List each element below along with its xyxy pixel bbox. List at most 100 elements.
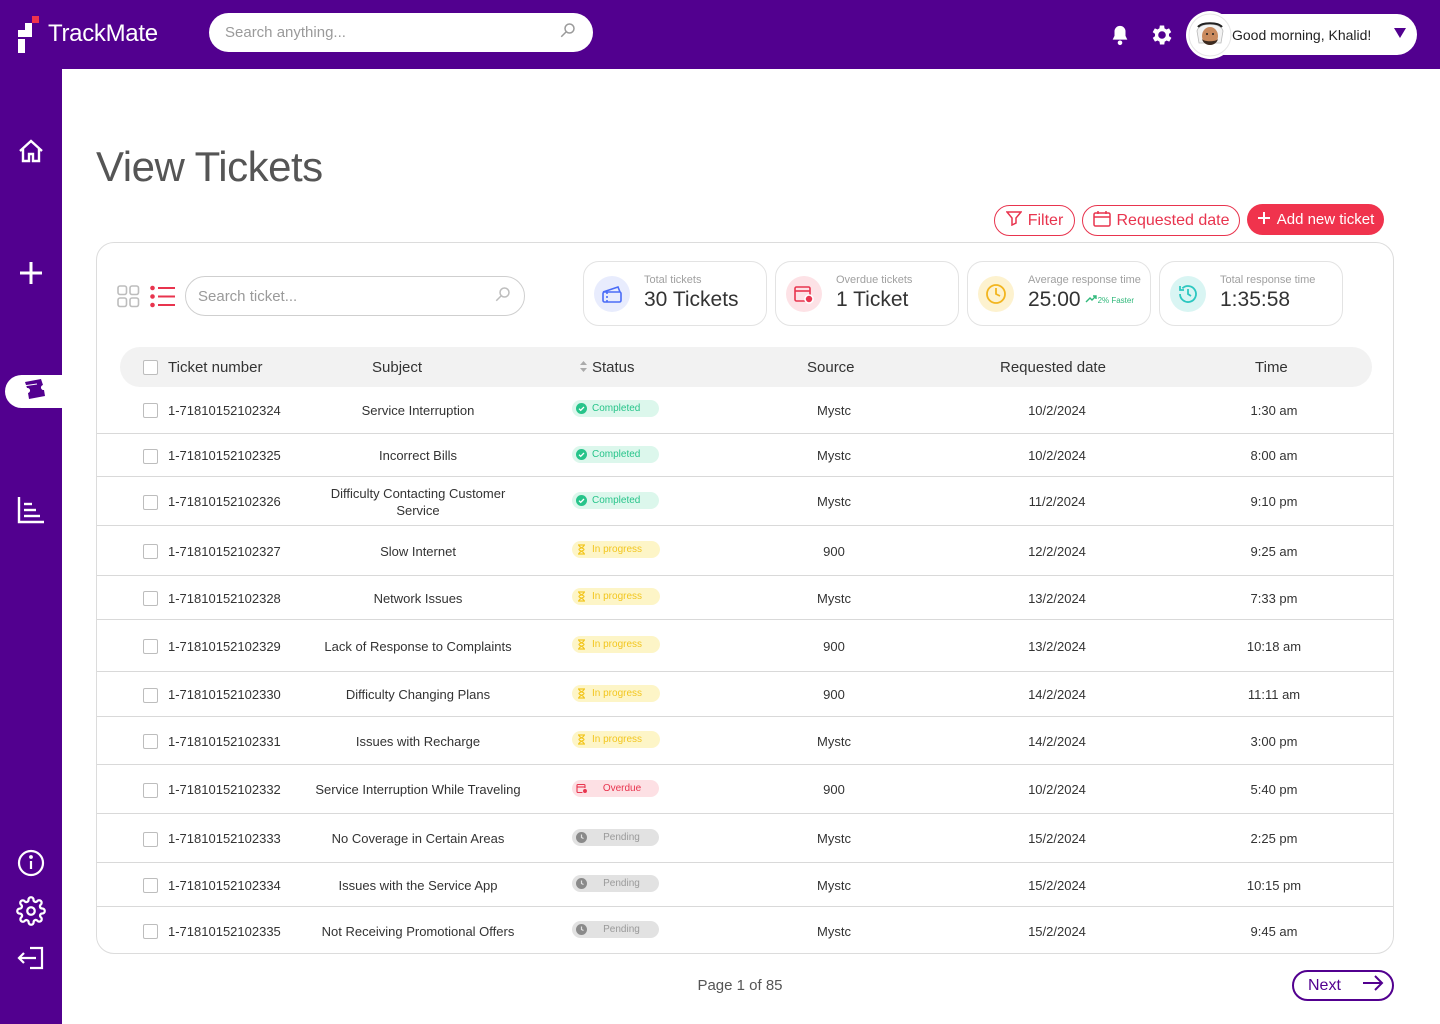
- sidebar-item-logout[interactable]: [0, 945, 62, 975]
- gear-icon[interactable]: [1148, 21, 1176, 49]
- time: 10:15 pm: [1246, 877, 1302, 893]
- col-ticket-number[interactable]: Ticket number: [168, 358, 263, 376]
- col-subject[interactable]: Subject: [372, 358, 423, 376]
- source: Mystc: [817, 590, 851, 606]
- stat-label: Overdue tickets: [836, 274, 913, 286]
- plus-icon: [1257, 211, 1271, 229]
- subject: Difficulty Changing Plans: [345, 687, 491, 702]
- row-checkbox[interactable]: [143, 448, 158, 464]
- add-new-ticket-button[interactable]: Add new ticket: [1247, 204, 1384, 235]
- source: Mystc: [817, 494, 851, 509]
- row-checkbox[interactable]: [143, 639, 158, 654]
- row-checkbox[interactable]: [143, 782, 158, 798]
- row-checkbox[interactable]: [143, 831, 158, 847]
- sidebar: [0, 69, 62, 1024]
- table-row[interactable]: 1-71810152102329 Lack of Response to Comp…: [97, 619, 1393, 671]
- subject: Service Interruption: [361, 402, 475, 418]
- row-checkbox[interactable]: [143, 403, 158, 418]
- col-source[interactable]: Source: [807, 358, 855, 376]
- table-row[interactable]: 1-71810152102324 Service Interruption Myst…: [97, 387, 1393, 433]
- row-checkbox[interactable]: [143, 494, 158, 510]
- page-title: View Tickets: [96, 143, 323, 190]
- table-row[interactable]: 1-71810152102335 Not Receiving Promotiona…: [97, 906, 1393, 953]
- sidebar-item-info[interactable]: [0, 849, 62, 879]
- table-row[interactable]: 1-71810152102328 Network Issues Mystc 13/2/…: [97, 575, 1393, 619]
- subject: Issues with Recharge: [355, 733, 481, 749]
- table-row[interactable]: 1-71810152102330 Difficulty Changing Plan…: [97, 671, 1393, 716]
- sidebar-item-tickets[interactable]: [5, 375, 62, 408]
- filter-icon: [1005, 210, 1023, 231]
- row-checkbox[interactable]: [143, 687, 158, 703]
- global-search[interactable]: [209, 13, 593, 52]
- source: 900: [823, 687, 845, 702]
- status-label: In progress: [592, 544, 643, 555]
- stat-value: 25:00: [1028, 288, 1081, 311]
- filter-label: Filter: [1027, 211, 1064, 229]
- clock-icon: [978, 275, 1014, 312]
- ticket-search[interactable]: [185, 276, 525, 316]
- table-row[interactable]: 1-71810152102331 Issues with Recharge Myst…: [97, 716, 1393, 764]
- table-row[interactable]: 1-71810152102334 Issues with the Service …: [97, 862, 1393, 906]
- status-badge: Pending: [572, 875, 659, 892]
- chevron-down-icon[interactable]: [1393, 26, 1407, 44]
- sidebar-item-add[interactable]: [0, 261, 62, 289]
- next-page-button[interactable]: Next: [1292, 970, 1394, 1001]
- grid-view-icon[interactable]: [117, 285, 140, 313]
- filter-button[interactable]: Filter: [994, 205, 1075, 236]
- table-row[interactable]: 1-71810152102333 No Coverage in Certain A…: [97, 813, 1393, 862]
- ticket-number: 1-71810152102332: [168, 782, 281, 797]
- table-header: Ticket number Subject Status Source Requ…: [120, 347, 1372, 387]
- stat-average-response: Average response time 25:00 2% Faster: [967, 261, 1151, 326]
- time: 10:18 am: [1246, 638, 1302, 654]
- user-menu[interactable]: Good morning, Khalid!: [1186, 10, 1417, 59]
- global-search-input[interactable]: [225, 24, 559, 41]
- ticket-icon: [594, 275, 630, 312]
- row-checkbox[interactable]: [143, 591, 158, 606]
- status-label: In progress: [592, 687, 643, 699]
- calendar-alert-icon: [786, 275, 822, 312]
- status-label: In progress: [592, 591, 643, 602]
- stat-value: 30 Tickets: [644, 288, 739, 311]
- row-checkbox[interactable]: [143, 544, 158, 559]
- top-bar: TrackMate Good morning, Khalid!: [0, 0, 1440, 69]
- history-icon: [1170, 275, 1206, 312]
- row-checkbox[interactable]: [143, 878, 158, 893]
- page-indicator: Page 1 of 85: [697, 977, 783, 994]
- status-badge: In progress: [572, 588, 660, 605]
- settings-icon: [16, 895, 46, 931]
- source: Mystc: [817, 402, 851, 418]
- search-icon[interactable]: [494, 285, 512, 308]
- requested-date-button[interactable]: Requested date: [1082, 205, 1240, 236]
- sidebar-item-home[interactable]: [0, 138, 62, 167]
- table-row[interactable]: 1-71810152102327 Slow Internet 900 12/2/202…: [97, 525, 1393, 575]
- sort-icon[interactable]: [580, 359, 587, 376]
- row-checkbox[interactable]: [143, 924, 158, 939]
- status-label: Completed: [592, 494, 641, 506]
- ticket-search-input[interactable]: [198, 287, 494, 305]
- sidebar-item-settings[interactable]: [0, 895, 62, 931]
- list-view-icon[interactable]: [150, 285, 176, 313]
- bell-icon[interactable]: [1107, 22, 1133, 48]
- check-circle-icon: [576, 448, 587, 460]
- sidebar-item-reports[interactable]: [0, 496, 62, 527]
- col-requested-date[interactable]: Requested date: [1000, 358, 1106, 376]
- hourglass-icon: [576, 544, 587, 555]
- col-status[interactable]: Status: [580, 347, 635, 387]
- table-row[interactable]: 1-71810152102332 Service Interruption Whi…: [97, 764, 1393, 813]
- table-row[interactable]: 1-71810152102326 Difficulty Contacting Cu…: [97, 476, 1393, 525]
- next-label: Next: [1308, 976, 1341, 994]
- status-label: Overdue: [602, 782, 642, 794]
- avatar[interactable]: [1186, 10, 1234, 59]
- col-time[interactable]: Time: [1255, 358, 1288, 376]
- search-icon[interactable]: [559, 21, 577, 44]
- status-badge: In progress: [572, 636, 660, 653]
- app-logo[interactable]: TrackMate: [18, 12, 178, 56]
- time: 9:25 am: [1250, 543, 1298, 559]
- time: 9:45 am: [1250, 923, 1298, 939]
- table-row[interactable]: 1-71810152102325 Incorrect Bills Mystc 10/2…: [97, 433, 1393, 476]
- row-checkbox[interactable]: [143, 734, 158, 749]
- select-all-checkbox[interactable]: [143, 360, 158, 375]
- subject: Difficulty Contacting Customer Service: [330, 485, 506, 518]
- source: 900: [823, 543, 845, 559]
- view-toggle: [117, 285, 176, 313]
